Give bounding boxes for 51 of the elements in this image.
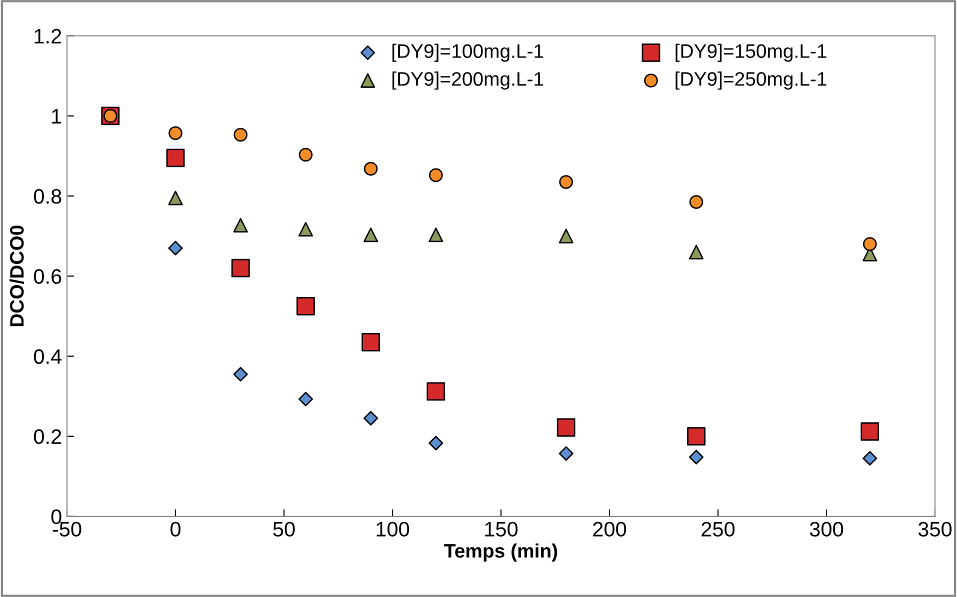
y-tick-label: 0.6 (34, 269, 62, 284)
point (862, 451, 878, 466)
point (168, 126, 182, 140)
point (689, 244, 704, 260)
point (558, 446, 574, 461)
point (687, 427, 706, 446)
x-tick-label: 300 (810, 522, 844, 537)
legend-label: [DY9]=200mg.L-1 (392, 72, 544, 90)
legend-label: [DY9]=250mg.L-1 (676, 72, 826, 90)
y-tick-label: 0.8 (34, 189, 62, 204)
point (231, 258, 250, 278)
x-tick-label: 250 (702, 522, 735, 537)
point (860, 422, 880, 441)
x-tick-label: 350 (918, 522, 952, 537)
point (166, 148, 185, 168)
point (428, 168, 443, 182)
y-tick-label: 0.4 (34, 349, 62, 364)
x-tick-label: 150 (485, 522, 518, 537)
x-tick-label: 200 (593, 522, 626, 537)
point (233, 218, 248, 233)
point (364, 411, 378, 426)
legend-label: [DY9]=150mg.L-1 (676, 44, 826, 62)
x-tick-label: 0 (170, 522, 180, 537)
point (428, 436, 444, 450)
point (364, 228, 378, 242)
y-tick-label: 0.2 (34, 429, 62, 444)
point (168, 240, 183, 256)
point (233, 366, 248, 382)
legend-label: [DY9]=100mg.L-1 (392, 44, 544, 62)
point (298, 148, 313, 162)
x-tick-label: 100 (376, 522, 410, 537)
point (362, 332, 380, 352)
y-axis-title: DCO/DCO0 (9, 226, 24, 326)
point (298, 392, 313, 406)
point (862, 237, 877, 251)
point (364, 162, 378, 176)
point (556, 418, 576, 437)
x-axis-title: Temps (min) (444, 543, 558, 562)
point (558, 228, 574, 244)
point (689, 195, 704, 209)
y-tick-label: 1 (52, 109, 62, 124)
point (298, 222, 313, 237)
point (168, 190, 183, 206)
point (296, 296, 315, 316)
x-tick-label: 50 (273, 522, 295, 537)
point (559, 175, 573, 189)
point (234, 128, 248, 142)
point (689, 450, 704, 464)
y-tick-label: 1.2 (34, 28, 62, 44)
point (426, 382, 446, 401)
point (428, 228, 444, 242)
